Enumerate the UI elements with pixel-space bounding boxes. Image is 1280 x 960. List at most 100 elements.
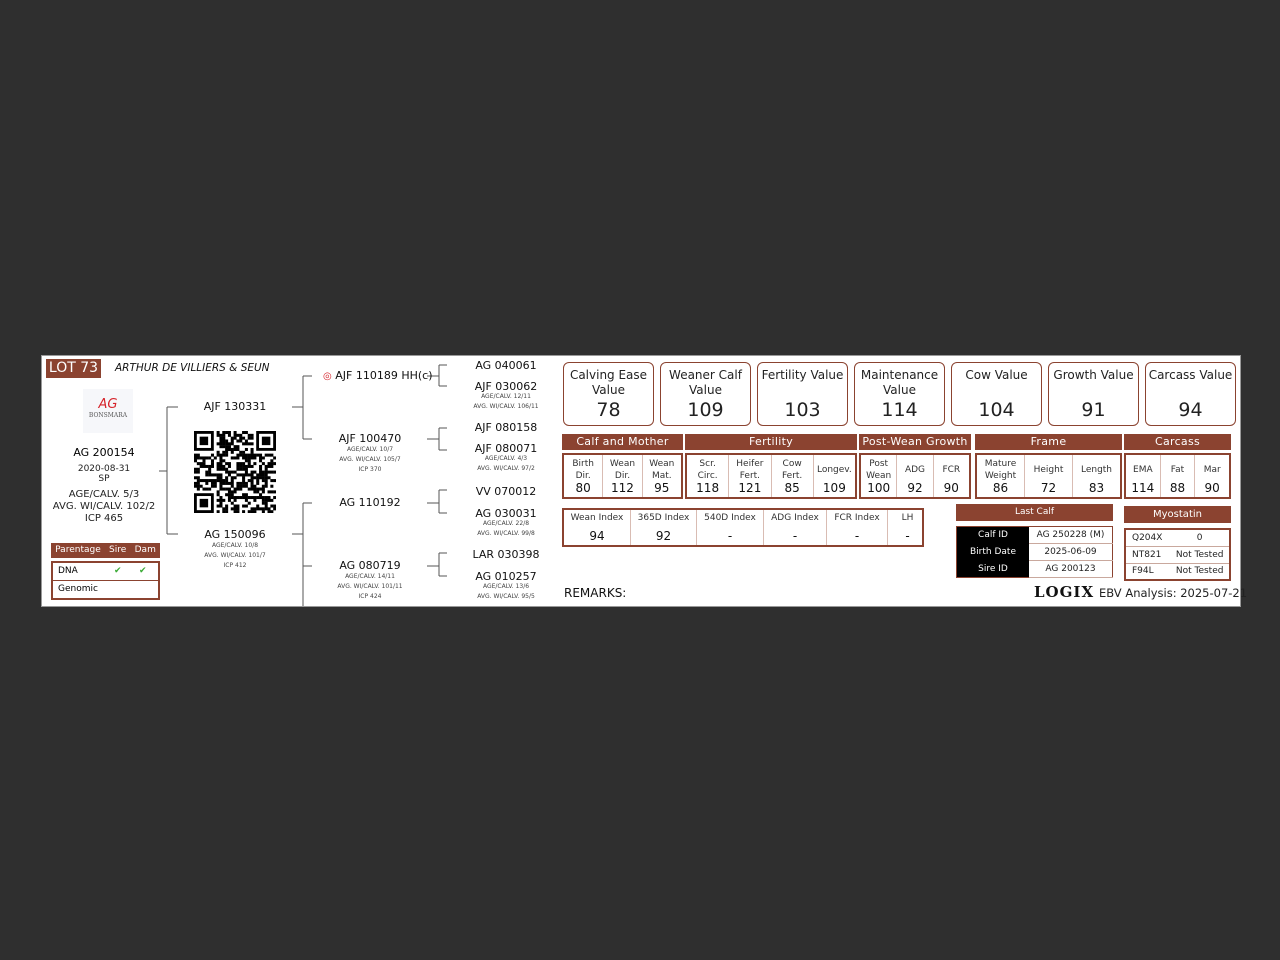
trait-label: Birth Dir. (572, 459, 594, 481)
trait-cell: Length 83 (1073, 455, 1120, 497)
category-cells: Mature Weight 86 Height 72 Length 83 (975, 453, 1122, 499)
pedigree-lines (159, 364, 447, 606)
gen3-age-calv: AGE/CALV. 22/8 (482, 520, 530, 527)
bonsmara-logo: AG BONSMARA (83, 389, 133, 433)
value-number: 114 (881, 399, 918, 421)
value-box: Maintenance Value 114 (854, 362, 945, 426)
value-number: 109 (687, 399, 724, 421)
index-cell: FCR Index - (827, 510, 888, 545)
value-number: 91 (1081, 399, 1106, 421)
index-cell: 540D Index - (697, 510, 764, 545)
trait-value: 92 (907, 481, 923, 495)
myostatin-result: Not Tested (1175, 549, 1224, 560)
animal-avg-wi: AVG. WI/CALV. 102/2 (52, 501, 156, 512)
last-calf-key: Sire ID (956, 560, 1029, 578)
gen3-id: LAR 030398 (472, 548, 540, 561)
remarks-label: REMARKS: (564, 586, 627, 600)
myostatin-marker: NT821 (1132, 549, 1162, 560)
category-cells: EMA 114 Fat 88 Mar 90 (1124, 453, 1231, 499)
category-cells: Scr. Circ. 118 Heifer Fert. 121 Cow Fert. 85 L… (685, 453, 857, 499)
gen3-avg-wi: AVG. WI/CALV. 95/5 (477, 593, 535, 600)
myostatin-header: Myostatin (1124, 506, 1231, 523)
sire-id: AJF 130331 (203, 400, 267, 413)
trait-value: 90 (943, 481, 959, 495)
genomic-row: Genomic (58, 584, 98, 594)
trait-cell: Wean Dir. 112 (603, 455, 643, 497)
trait-label: Mar (1203, 465, 1221, 475)
trait-cell: Mature Weight 86 (977, 455, 1025, 497)
trait-value: 118 (696, 481, 720, 495)
last-calf-value: 2025-06-09 (1029, 543, 1113, 561)
dd-avg-wi: AVG. WI/CALV. 101/11 (337, 583, 403, 590)
sire-check-icon: ✔ (114, 566, 122, 576)
animal-age-calv: AGE/CALV. 5/3 (68, 489, 140, 500)
value-label: Growth Value (1053, 368, 1134, 382)
value-label: Weaner Calf Value (669, 368, 742, 397)
lot-card: LOT 73 ARTHUR DE VILLIERS & SEUN AG BONS… (41, 355, 1247, 607)
trait-cell: Wean Mat. 95 (643, 455, 681, 497)
trait-value: 114 (1131, 481, 1155, 495)
value-label: Fertility Value (761, 368, 844, 382)
value-box: Growth Value 91 (1048, 362, 1139, 426)
sd-id: AJF 100470 (338, 432, 402, 445)
qr-code[interactable] (194, 431, 276, 513)
myostatin-result: Not Tested (1175, 566, 1224, 577)
trait-value: 90 (1204, 481, 1220, 495)
dam-age-calv: AGE/CALV. 10/8 (211, 542, 259, 549)
trait-cell: Height 72 (1025, 455, 1073, 497)
trait-label: Wean Mat. (649, 459, 675, 481)
index-cell: ADG Index - (764, 510, 827, 545)
index-label: 365D Index (637, 513, 690, 523)
animal-dob: 2020-08-31 (77, 464, 131, 474)
last-calf-value: AG 250228 (M) (1029, 526, 1113, 544)
ds-id: AG 110192 (339, 496, 401, 509)
gen3-age-calv: AGE/CALV. 12/11 (481, 393, 531, 400)
hh-carrier-icon: ◎ (323, 371, 332, 382)
gen3-id: AG 040061 (475, 359, 537, 372)
trait-label: EMA (1133, 465, 1153, 475)
animal-icp: ICP 465 (84, 513, 124, 524)
value-number: 78 (596, 399, 621, 421)
myostatin-result: 0 (1196, 532, 1203, 543)
myostatin-row: F94L Not Tested (1125, 563, 1230, 580)
value-number: 103 (784, 399, 821, 421)
trait-cell: FCR 90 (934, 455, 969, 497)
value-box: Cow Value 104 (951, 362, 1042, 426)
category-header: Carcass (1124, 434, 1231, 450)
trait-cell: Heifer Fert. 121 (729, 455, 772, 497)
trait-label: Heifer Fert. (736, 459, 764, 481)
last-calf-row: Sire ID AG 200123 (956, 560, 1113, 578)
index-value: - (727, 529, 733, 543)
trait-value: 80 (575, 481, 591, 495)
gen3-id: AJF 030062 (474, 380, 538, 393)
trait-label: ADG (904, 465, 926, 475)
logix-logo: LOGIX (1034, 583, 1095, 601)
sd-age-calv: AGE/CALV. 10/7 (346, 446, 394, 453)
index-label: ADG Index (771, 513, 819, 523)
trait-label: Mature Weight (984, 459, 1017, 481)
dam-avg-wi: AVG. WI/CALV. 101/7 (204, 552, 266, 559)
index-cell: LH - (888, 510, 927, 545)
last-calf-table: Calf ID AG 250228 (M) Birth Date 2025-06-09… (956, 526, 1113, 578)
trait-cell: Longev. 109 (814, 455, 855, 497)
gen3-age-calv: AGE/CALV. 13/6 (482, 583, 530, 590)
parentage-header: Parentage Sire Dam (51, 543, 160, 558)
breeder-name: ARTHUR DE VILLIERS & SEUN (115, 362, 270, 374)
dna-row: DNA ✔ ✔ (53, 563, 158, 581)
myostatin-marker: F94L (1132, 566, 1154, 577)
index-label: 540D Index (704, 513, 756, 523)
lot-badge: LOT 73 (46, 359, 101, 378)
dd-icp: ICP 424 (358, 593, 382, 600)
index-value: 94 (589, 529, 605, 543)
trait-value: 72 (1040, 481, 1057, 495)
gen3-avg-wi: AVG. WI/CALV. 106/11 (473, 403, 539, 410)
dam-label: Dam (134, 545, 156, 555)
index-label: FCR Index (834, 513, 880, 523)
index-value: - (854, 529, 860, 543)
myostatin-row: NT821 Not Tested (1125, 546, 1230, 563)
category-cells: Birth Dir. 80 Wean Dir. 112 Wean Mat. 95 (562, 453, 683, 499)
animal-id: AG 200154 (73, 446, 135, 459)
sd-avg-wi: AVG. WI/CALV. 105/7 (339, 456, 401, 463)
gen3-id: AJF 080071 (474, 442, 538, 455)
gen3-id: AG 030031 (475, 507, 537, 520)
